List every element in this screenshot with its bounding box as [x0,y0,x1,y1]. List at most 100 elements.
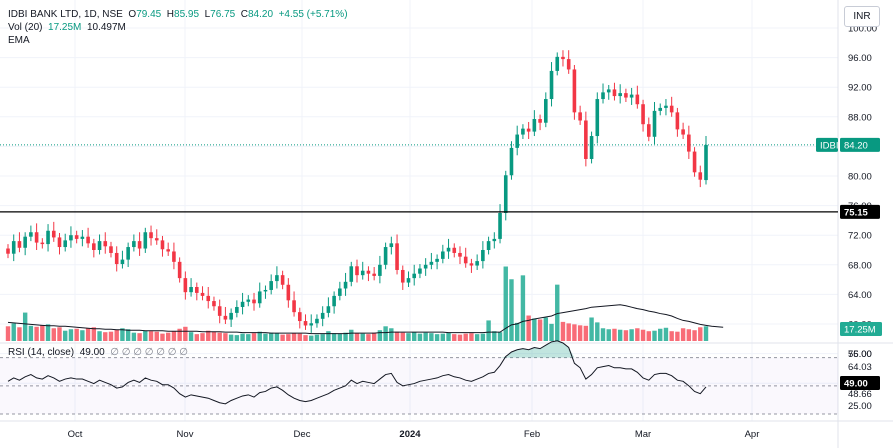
rsi-band-fill [0,357,838,414]
time-tick-label: Nov [177,429,194,440]
candle-body [69,235,73,241]
volume-bar [125,329,131,341]
volume-bar [349,329,354,341]
volume-bar [423,332,428,341]
volume-bar [646,331,651,341]
candle-body [34,232,39,243]
symbol-badge: IDBI [820,140,838,151]
candle-body [63,240,68,248]
candle-body [269,281,273,290]
candle-body [635,94,640,105]
candle-body [526,128,531,132]
volume-bar [698,327,703,341]
candle-body [658,107,663,111]
candle-body [681,129,685,135]
candle-body [372,273,376,276]
volume-bar [663,327,669,341]
candle-body [326,306,331,313]
rsi-tick-label: 75.00 [848,349,872,360]
candle-body [515,134,519,148]
candle-body [601,92,605,100]
candle-body [400,269,405,283]
volume-bar [97,331,102,341]
volume-bar [268,332,274,341]
rsi-badge: 49.00 [844,379,868,390]
volume-bar [165,332,171,341]
candle-body [446,247,451,252]
last-price-badge: 84.20 [844,140,868,151]
candle-body [418,268,422,274]
volume-bar [251,333,257,341]
candle-body [578,112,582,121]
volume-bar [400,332,405,341]
volume-bar [291,333,297,341]
candle-body [292,300,296,313]
volume-bar [446,332,451,341]
ema-indicator-label: EMA [8,35,30,46]
currency-selector[interactable]: INR [844,6,880,27]
candle-body [212,301,216,307]
volume-bar [532,318,537,341]
volume-bar [17,327,22,341]
volume-bar [595,322,600,341]
candle-body [132,241,136,248]
candle-body [154,238,159,241]
volume-bar [11,323,16,341]
volume-bar [183,326,188,341]
candle-body [200,292,205,296]
volume-bar [286,334,291,341]
volume-bar [68,329,74,341]
volume-bar [612,328,617,341]
close-value: 84.20 [248,9,274,20]
volume-bar [131,332,137,341]
time-tick-label: Mar [635,429,651,440]
candle-body [566,59,571,70]
volume-bar [234,335,240,341]
volume-bar [57,327,62,341]
volume-bar [406,333,411,341]
rsi-legend[interactable]: RSI (14, close) 49.00 ∅ ∅ ∅ ∅ ∅ ∅ ∅ [8,346,188,359]
candle-body [103,241,108,247]
candle-body [114,252,119,265]
price-tick-label: 96.00 [848,53,872,64]
rsi-tick-label: 48.66 [848,389,872,400]
candle-body [229,312,233,320]
volume-series [5,266,724,341]
candle-body [584,120,588,159]
candle-body [429,261,434,265]
candle-body [309,323,314,326]
volume-bar [200,333,205,341]
volume-bar [171,331,177,341]
volume-legend-row[interactable]: Vol (20) 17.25M 10.497M [8,21,348,34]
volume-bar [188,332,194,341]
volume-bar [377,330,383,341]
candle-body [189,287,193,293]
candle-body [217,306,222,316]
volume-bar [452,334,457,341]
candle-body [675,112,680,130]
volume-bar [91,327,97,341]
candle-body [509,147,514,176]
volume-bar [617,329,623,341]
price-tick-label: 64.00 [848,290,872,301]
candle-body [51,230,56,238]
volume-bar [675,331,680,341]
candle-body [378,264,382,276]
volume-indicator-label: Vol (20) [8,22,43,33]
candle-body [669,105,674,113]
volume-bar [120,328,125,341]
ema-legend-row[interactable]: EMA [8,34,348,47]
candle-body [641,104,645,125]
volume-bar [297,333,302,341]
volume-bar [469,333,474,341]
candle-body [692,151,697,173]
candle-body [486,241,491,250]
volume-bar [412,332,417,341]
candle-body [343,281,348,289]
time-tick-label: 2024 [399,429,421,440]
candle-body [120,259,125,265]
rsi-indicator-label: RSI (14, close) [8,347,75,358]
